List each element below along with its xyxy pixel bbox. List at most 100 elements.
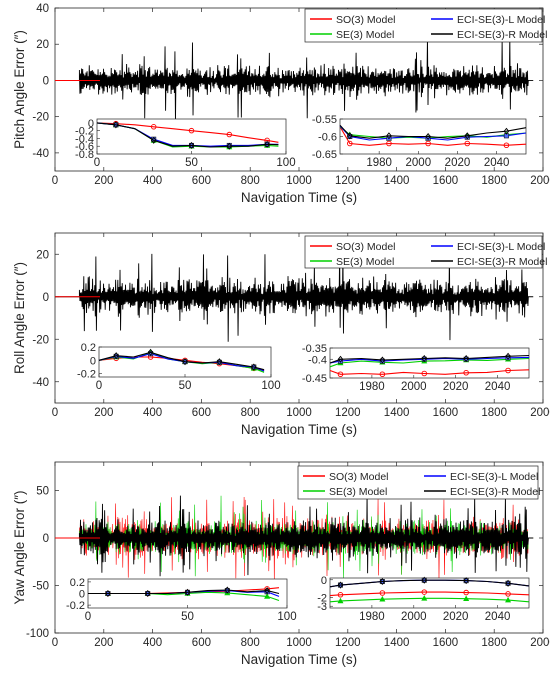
- inset-series-line: [339, 126, 527, 146]
- inset-marker: [421, 354, 428, 363]
- x-tick-label: 600: [192, 175, 211, 187]
- inset-x-tick-label: 2040: [485, 611, 511, 623]
- inset-x-tick-label: 2040: [484, 157, 510, 169]
- inset-marker: [464, 140, 471, 147]
- legend-label: SE(3) Model: [329, 486, 387, 498]
- inset-y-tick-label: -0.4: [308, 354, 327, 366]
- y-axis-label: Roll Angle Error (″): [12, 262, 27, 374]
- inset-marker: [425, 140, 431, 147]
- x-tick-label: 200: [94, 407, 113, 419]
- x-tick-label: 400: [143, 407, 162, 419]
- y-axis-label: Yaw Angle Error (″): [12, 490, 27, 604]
- x-tick-label: 2000: [530, 637, 550, 649]
- x-tick-label: 1800: [481, 407, 507, 419]
- x-tick-label: 2000: [530, 175, 550, 187]
- inset-marker: [505, 579, 511, 587]
- inset-x-tick-label: 2000: [401, 381, 427, 393]
- inset-y-tick-label: 0: [321, 575, 327, 587]
- inset-y-tick-label: -0.65: [312, 149, 337, 161]
- x-tick-label: 600: [192, 637, 211, 649]
- inset-y-tick-label: -0.2: [77, 369, 96, 381]
- inset-marker: [216, 358, 223, 366]
- inset-marker: [505, 591, 511, 597]
- legend-label: ECI-SE(3)-L Model: [450, 471, 538, 483]
- inset-marker: [463, 589, 469, 596]
- inset-marker: [150, 136, 157, 144]
- y-tick-label: 0: [43, 292, 49, 304]
- inset-1: 0 50 1000.20-0.2: [77, 342, 281, 392]
- inset-marker: [105, 589, 111, 598]
- inset-x-tick-label: 0: [85, 611, 91, 623]
- inset-marker: [188, 127, 195, 134]
- inset-x-tick-label: 2000: [401, 611, 427, 623]
- inset-y-tick-label: -0.35: [302, 343, 327, 355]
- chart-panel-3: 0200400600800100012001400160018002000500…: [12, 461, 550, 667]
- x-tick-label: 1400: [384, 407, 410, 419]
- inset-x-tick-label: 2020: [443, 611, 469, 623]
- inset-marker: [503, 142, 510, 148]
- x-tick-label: 800: [241, 637, 260, 649]
- inset-marker: [421, 589, 428, 595]
- inset-x-tick-label: 2040: [485, 381, 511, 393]
- inset-x-tick-label: 2000: [406, 157, 432, 169]
- inset-frame: [329, 347, 530, 379]
- inset-y-tick-label: -3: [317, 601, 327, 613]
- legend-box: [297, 465, 539, 500]
- x-axis-label: Navigation Time (s): [241, 190, 357, 205]
- inset-y-tick-label: -0.6: [318, 132, 337, 144]
- x-tick-label: 1400: [384, 637, 410, 649]
- y-tick-label: 40: [36, 3, 49, 15]
- inset-y-tick-label: -0.55: [312, 114, 337, 126]
- inset-marker: [421, 576, 428, 584]
- inset-2: 1980 2000 2020 2040 0 -2-3: [317, 575, 530, 623]
- inset-y-tick-label: -0.2: [75, 126, 94, 138]
- inset-marker: [226, 142, 233, 150]
- legend: SO(3) Model SE(3) Model ECI-SE(3)-L Model E…: [304, 235, 547, 269]
- inset-1: 0 50 1000.20-0.2: [66, 577, 297, 623]
- inset-marker: [505, 596, 512, 603]
- legend-box: [304, 8, 543, 43]
- inset-series-line: [329, 354, 530, 364]
- inset-marker: [188, 141, 195, 149]
- inset-marker: [379, 595, 386, 602]
- x-tick-label: 600: [192, 407, 211, 419]
- inset-x-tick-label: 50: [185, 157, 198, 169]
- y-tick-label: -100: [26, 628, 49, 640]
- inset-y-tick-label: 0.2: [81, 342, 96, 354]
- x-tick-label: 0: [52, 637, 58, 649]
- legend: SO(3) Model SE(3) Model ECI-SE(3)-L Model E…: [297, 465, 540, 500]
- inset-marker: [421, 370, 428, 377]
- inset-marker: [463, 595, 470, 602]
- x-tick-label: 1600: [433, 407, 459, 419]
- inset-y-tick-label: 0.2: [70, 577, 85, 589]
- chart-panel-1: 0200400600800100012001400160018002000402…: [12, 3, 550, 205]
- inset-x-tick-label: 1980: [359, 381, 385, 393]
- inset-x-tick-label: 0: [94, 157, 100, 169]
- legend-box: [304, 235, 543, 269]
- inset-marker: [144, 589, 151, 598]
- inset-x-tick-label: 1980: [366, 157, 392, 169]
- x-tick-label: 1800: [481, 637, 507, 649]
- x-tick-label: 200: [94, 637, 113, 649]
- inset-marker: [421, 595, 428, 601]
- inset-2: 1980 2000 2020 2040 -0.55 -0.6 -0.65: [312, 114, 527, 169]
- inset-marker: [264, 587, 270, 595]
- inset-marker: [503, 127, 510, 135]
- inset-x-tick-label: 1980: [359, 611, 385, 623]
- x-tick-label: 1200: [335, 637, 361, 649]
- x-tick-label: 1800: [481, 175, 507, 187]
- legend-label: SE(3) Model: [336, 256, 394, 268]
- x-tick-label: 1600: [433, 637, 459, 649]
- x-tick-label: 0: [52, 175, 58, 187]
- inset-marker: [347, 132, 353, 140]
- inset-marker: [251, 363, 257, 371]
- inset-marker: [379, 356, 386, 364]
- x-axis-label: Navigation Time (s): [241, 652, 357, 667]
- inset-marker: [463, 370, 469, 376]
- inset-x-tick-label: 100: [277, 611, 296, 623]
- inset-y-tick-label: -0.6: [75, 141, 94, 153]
- x-tick-label: 800: [241, 407, 260, 419]
- x-tick-label: 400: [143, 637, 162, 649]
- series-line-eci-se3-r: [55, 36, 534, 122]
- x-tick-label: 1200: [335, 175, 361, 187]
